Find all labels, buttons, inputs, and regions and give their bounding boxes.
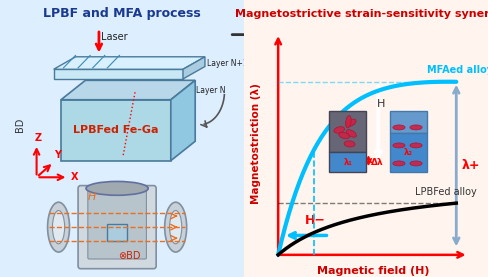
Ellipse shape (170, 211, 182, 244)
FancyBboxPatch shape (78, 186, 156, 269)
Ellipse shape (410, 125, 422, 130)
Text: Y: Y (54, 150, 61, 160)
Text: λ+: λ+ (461, 159, 480, 172)
FancyBboxPatch shape (0, 0, 244, 277)
Ellipse shape (346, 119, 356, 127)
Text: LPBF and MFA process: LPBF and MFA process (43, 7, 201, 20)
Polygon shape (183, 57, 205, 79)
Text: LPBFed Fe-Ga: LPBFed Fe-Ga (73, 125, 159, 135)
Text: Δλ: Δλ (371, 158, 384, 166)
Ellipse shape (53, 211, 64, 244)
Ellipse shape (344, 141, 355, 147)
FancyBboxPatch shape (107, 224, 127, 241)
Ellipse shape (48, 202, 70, 252)
Text: H: H (376, 99, 385, 109)
Text: Magnetic field (H): Magnetic field (H) (317, 266, 429, 276)
FancyBboxPatch shape (329, 111, 366, 152)
Text: Z: Z (34, 133, 41, 143)
Ellipse shape (165, 202, 186, 252)
Ellipse shape (334, 127, 345, 133)
Polygon shape (61, 80, 195, 100)
Ellipse shape (410, 161, 422, 166)
FancyBboxPatch shape (54, 69, 183, 79)
Text: BD: BD (15, 117, 24, 132)
Ellipse shape (410, 143, 422, 148)
Polygon shape (171, 80, 195, 161)
FancyBboxPatch shape (390, 111, 427, 133)
Text: Laser: Laser (102, 32, 128, 42)
Text: H: H (88, 192, 96, 202)
Text: Layer N+1: Layer N+1 (207, 59, 248, 68)
Ellipse shape (346, 116, 351, 128)
Text: X: X (71, 172, 78, 182)
FancyBboxPatch shape (88, 190, 146, 259)
Ellipse shape (393, 143, 405, 148)
Text: H−: H− (305, 214, 326, 227)
Text: Magnetostrictive strain-sensitivity synerg: Magnetostrictive strain-sensitivity syne… (235, 9, 488, 19)
FancyBboxPatch shape (244, 0, 488, 277)
Ellipse shape (393, 125, 405, 130)
Text: λ₁: λ₁ (343, 158, 352, 166)
FancyBboxPatch shape (61, 100, 171, 161)
Text: Magnetostriction (λ): Magnetostriction (λ) (251, 84, 261, 204)
Text: λ₂: λ₂ (404, 148, 413, 157)
Text: LPBFed alloy: LPBFed alloy (415, 187, 477, 197)
Text: ⊗BD: ⊗BD (118, 251, 141, 261)
Ellipse shape (393, 161, 405, 166)
Text: Layer N: Layer N (197, 86, 226, 94)
FancyBboxPatch shape (329, 152, 366, 172)
Polygon shape (54, 57, 205, 69)
Text: MFAed alloy: MFAed alloy (427, 65, 488, 76)
Ellipse shape (86, 181, 148, 195)
Ellipse shape (346, 130, 356, 137)
Ellipse shape (339, 132, 349, 139)
FancyBboxPatch shape (390, 133, 427, 172)
